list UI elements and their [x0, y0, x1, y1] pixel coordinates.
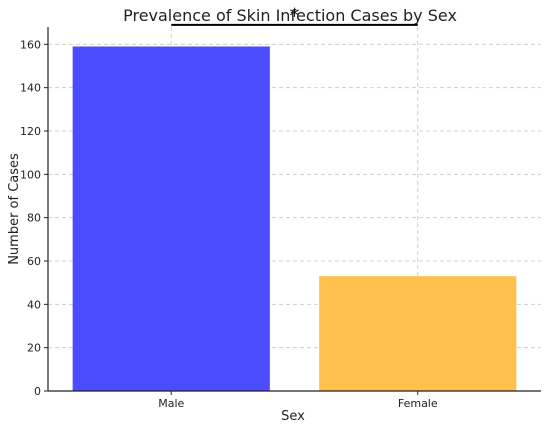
y-tick-label: 40: [27, 298, 41, 311]
y-tick-label: 60: [27, 255, 41, 268]
y-tick-label: 120: [20, 125, 41, 138]
x-tick-label: Male: [158, 397, 184, 410]
significance-star: *: [290, 4, 300, 28]
y-axis-label: Number of Cases: [7, 153, 22, 265]
axes: [44, 27, 541, 395]
bars: [72, 46, 517, 391]
y-tick-label: 160: [20, 38, 41, 51]
bar-male: [72, 46, 270, 391]
x-tick-label: Female: [398, 397, 438, 410]
y-tick-label: 140: [20, 82, 41, 95]
y-tick-label: 0: [34, 385, 41, 398]
chart-title: Prevalence of Skin Infection Cases by Se…: [123, 6, 457, 25]
tick-labels: 0 20 40 60 80 100 120 140 160 Male Female: [20, 38, 438, 410]
y-tick-label: 20: [27, 342, 41, 355]
y-tick-label: 80: [27, 212, 41, 225]
significance-annotation: *: [171, 4, 418, 28]
y-tick-label: 100: [20, 168, 41, 181]
bar-female: [319, 276, 517, 391]
x-axis-label: Sex: [281, 409, 305, 424]
